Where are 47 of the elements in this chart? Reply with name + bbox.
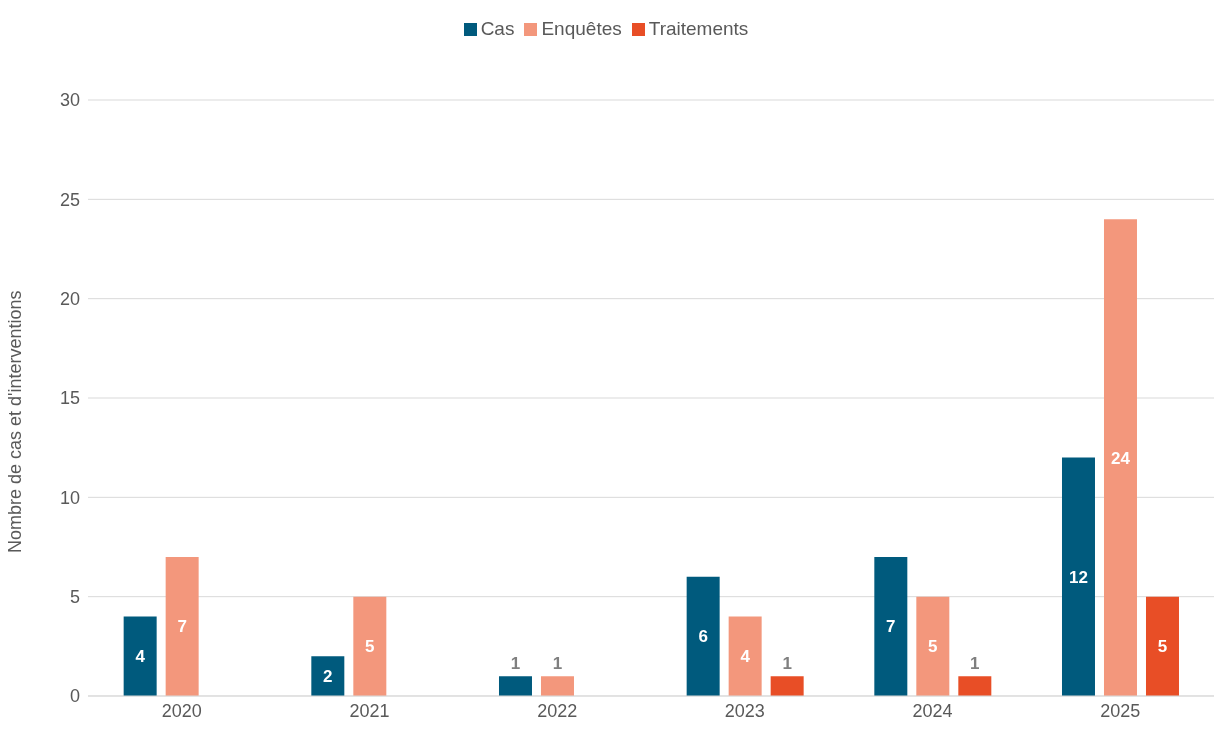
data-label: 1 (970, 654, 980, 674)
x-tick-label: 2025 (1100, 700, 1141, 721)
bar (1145, 596, 1179, 696)
bar (353, 596, 387, 696)
legend-label: Cas (480, 18, 515, 39)
data-label: 4 (740, 647, 751, 667)
bar (1061, 457, 1095, 696)
y-tick-label: 10 (59, 487, 80, 508)
y-tick-label: 5 (69, 587, 80, 608)
data-label: 1 (782, 654, 792, 674)
data-label: 6 (698, 627, 708, 647)
y-axis-title: Nombre de cas et d'interventions (5, 290, 26, 553)
bar (123, 616, 157, 696)
y-tick-label: 0 (69, 686, 80, 707)
data-label: 5 (365, 637, 375, 657)
bar (874, 556, 908, 696)
y-tick-label: 20 (59, 289, 80, 310)
bar (958, 676, 992, 696)
data-label: 2 (323, 667, 333, 687)
y-tick-label: 30 (59, 90, 80, 111)
x-tick-label: 2023 (724, 700, 765, 721)
data-label: 7 (177, 617, 187, 637)
y-tick-label: 15 (59, 388, 80, 409)
data-label: 1 (510, 654, 521, 674)
bar (1103, 219, 1137, 696)
bar (165, 556, 199, 696)
bar (540, 676, 574, 696)
bar (916, 596, 950, 696)
data-label: 12 (1069, 567, 1088, 587)
legend-label: Enquêtes (541, 18, 622, 39)
x-tick-label: 2021 (349, 700, 390, 721)
legend-label: Traitements (648, 18, 749, 39)
bar (498, 676, 532, 696)
data-label: 24 (1111, 448, 1131, 468)
x-tick-label: 2020 (161, 700, 202, 721)
x-tick-label: 2022 (537, 700, 578, 721)
bar (686, 576, 720, 696)
x-tick-label: 2024 (912, 700, 953, 721)
data-label: 1 (552, 654, 563, 674)
bar (311, 656, 345, 696)
bar (728, 616, 762, 696)
data-label: 5 (1157, 637, 1168, 657)
bar (770, 676, 804, 696)
data-label: 4 (135, 647, 146, 667)
y-tick-label: 25 (59, 189, 80, 210)
data-label: 5 (928, 637, 938, 657)
data-label: 7 (886, 617, 896, 637)
